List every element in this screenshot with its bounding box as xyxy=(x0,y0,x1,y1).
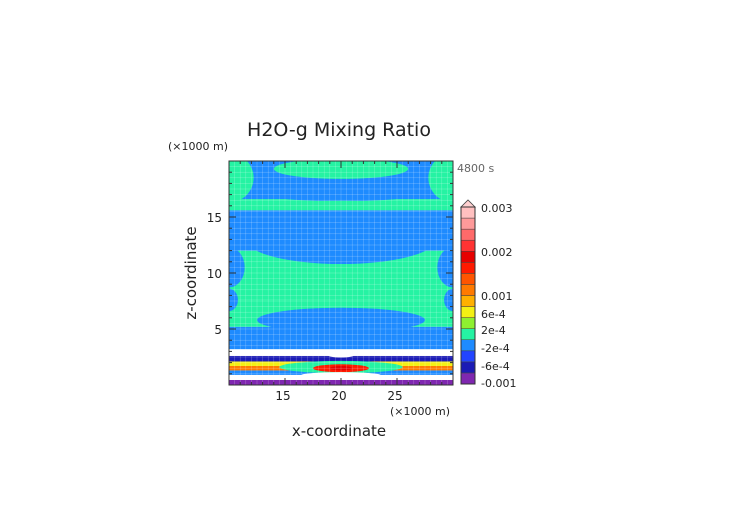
green-top-center xyxy=(273,161,409,179)
colorbar-swatch-1 xyxy=(460,361,476,374)
colorbar-label-neg-6e-4: -6e-4 xyxy=(481,360,510,373)
colorbar-swatch-5 xyxy=(460,317,476,329)
colorbar-label-0.002: 0.002 xyxy=(481,246,513,259)
colorbar-swatch-10 xyxy=(460,262,476,274)
mid-blue-lobe xyxy=(245,214,437,265)
colorbar-swatch-15 xyxy=(460,206,476,219)
colorbar-swatch-7 xyxy=(460,295,476,307)
field-grid xyxy=(229,161,453,385)
colorbar-swatch-11 xyxy=(460,251,476,263)
left-blue-lobe-low xyxy=(229,288,238,312)
colorbar-swatch-2 xyxy=(460,350,476,363)
colorbar-swatch-9 xyxy=(460,273,476,285)
green-corner-right xyxy=(428,161,453,203)
field-band-7 xyxy=(229,326,453,350)
z-unit-label: (×1000 m) xyxy=(168,140,228,153)
time-label: 4800 s xyxy=(457,162,494,175)
colorbar-label-2e-4: 2e-4 xyxy=(481,324,506,337)
colorbar-label-0.003: 0.003 xyxy=(481,202,513,215)
colorbar-swatch-4 xyxy=(460,328,476,340)
z-tick-label-15: 15 xyxy=(207,211,222,225)
lower-blue-lobe xyxy=(257,307,425,333)
chart-title: H2O-g Mixing Ratio xyxy=(247,119,431,141)
core-deep-red xyxy=(329,365,353,371)
x-axis-title: x-coordinate xyxy=(292,422,386,440)
top-white-spot xyxy=(327,351,355,358)
right-blue-lobe-low xyxy=(444,288,453,312)
left-blue-lobe xyxy=(229,247,245,288)
colorbar-swatch-3 xyxy=(460,339,476,352)
colorbar-swatch-0 xyxy=(460,372,476,385)
x-tick-label-20: 20 xyxy=(331,389,346,403)
colorbar-swatch-12 xyxy=(460,239,476,252)
colorbar-over-arrow xyxy=(460,199,476,208)
colorbar-frame xyxy=(460,206,476,385)
colorbar xyxy=(460,199,476,385)
green-corner-left xyxy=(229,161,254,203)
field-band-5 xyxy=(229,355,453,362)
right-blue-lobe xyxy=(437,247,453,288)
colorbar-label-neg-2e-4: -2e-4 xyxy=(481,342,510,355)
z-axis-title: z-coordinate xyxy=(182,226,200,319)
core-white xyxy=(301,372,381,378)
z-tick-label-10: 10 xyxy=(207,267,222,281)
heatmap-field xyxy=(229,161,453,385)
colorbar-label-0.001: 0.001 xyxy=(481,290,513,303)
axis-ticks xyxy=(229,161,453,385)
green-strip-center xyxy=(234,200,448,209)
upper-blue-lobe xyxy=(245,176,437,202)
x-tick-label-15: 15 xyxy=(275,389,290,403)
colorbar-label-6e-4: 6e-4 xyxy=(481,308,506,321)
colorbar-label-neg-0.001: -0.001 xyxy=(481,377,516,390)
z-tick-label-5: 5 xyxy=(214,323,222,337)
colorbar-swatch-13 xyxy=(460,228,476,241)
colorbar-swatch-14 xyxy=(460,217,476,230)
colorbar-swatch-8 xyxy=(460,284,476,296)
x-unit-label: (×1000 m) xyxy=(390,405,450,418)
colorbar-swatch-6 xyxy=(460,306,476,318)
x-tick-label-25: 25 xyxy=(387,389,402,403)
